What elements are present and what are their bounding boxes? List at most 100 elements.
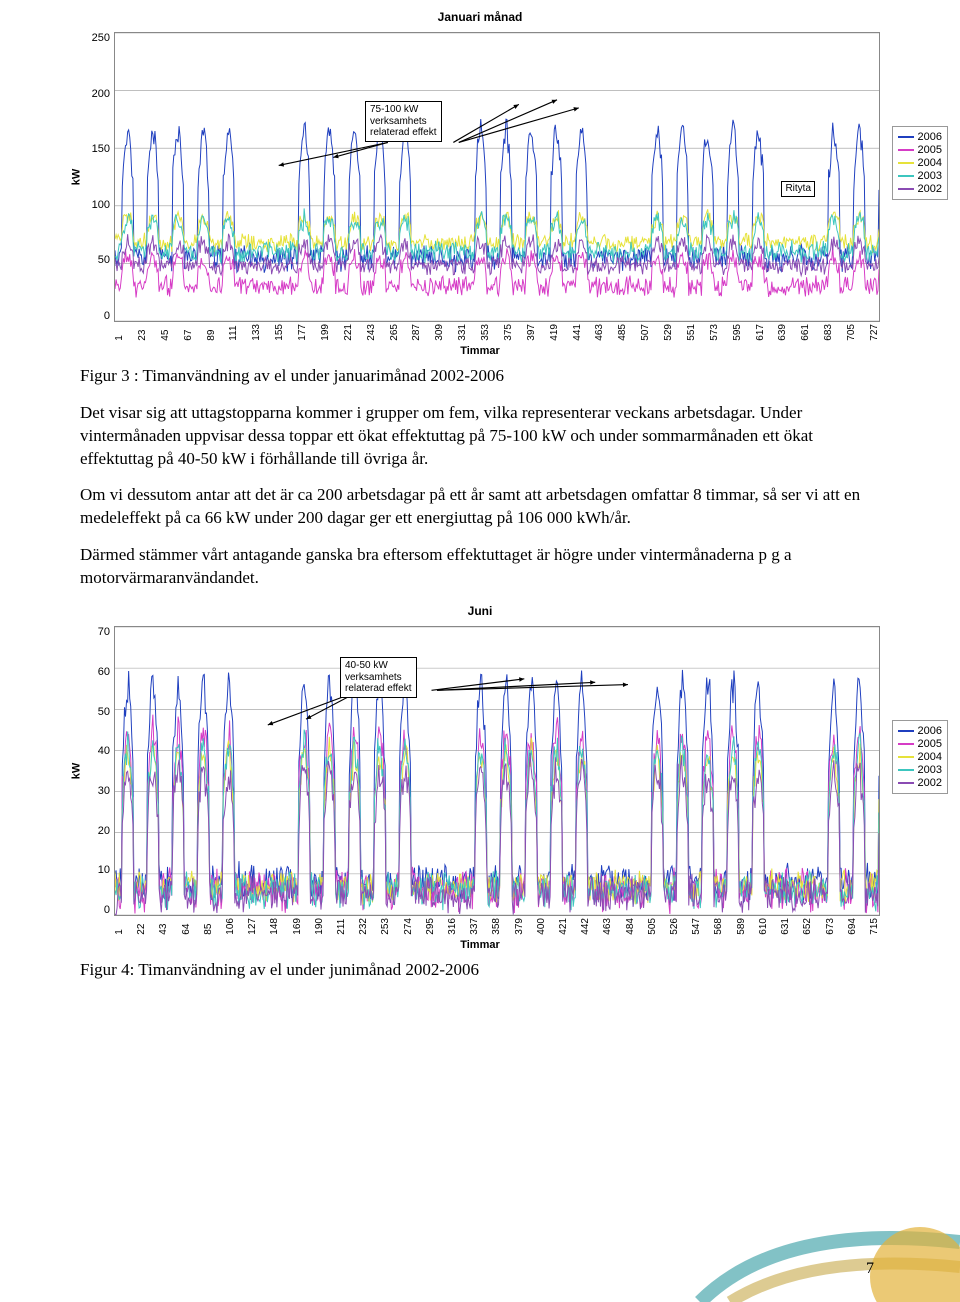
chart1-annotation-text: 75-100 kW verksamhets relaterad effekt xyxy=(370,104,437,138)
legend-swatch xyxy=(898,136,914,138)
x-tick: 199 xyxy=(320,324,331,341)
x-tick: 148 xyxy=(269,918,280,935)
x-tick: 529 xyxy=(663,324,674,341)
legend-swatch xyxy=(898,175,914,177)
legend-swatch xyxy=(898,149,914,151)
legend-label: 2005 xyxy=(918,144,942,156)
y-tick: 40 xyxy=(98,745,110,757)
chart1-rityta-box: Rityta xyxy=(781,181,815,197)
legend-label: 2003 xyxy=(918,170,942,182)
chart2-yaxis: 706050403020100 xyxy=(80,626,114,916)
x-tick: 309 xyxy=(434,324,445,341)
chart2-title: Juni xyxy=(80,604,880,618)
x-tick: 551 xyxy=(686,324,697,341)
x-tick: 85 xyxy=(203,918,214,935)
chart2-annotation-box: 40-50 kW verksamhets relaterad effekt xyxy=(340,657,417,698)
y-tick: 70 xyxy=(98,626,110,638)
y-tick: 50 xyxy=(98,706,110,718)
legend-row: 2006 xyxy=(898,131,942,143)
x-tick: 331 xyxy=(457,324,468,341)
x-tick: 631 xyxy=(780,918,791,935)
chart1-xaxis: 1234567891111331551771992212432652873093… xyxy=(80,322,880,341)
y-tick: 200 xyxy=(92,88,110,100)
x-tick: 64 xyxy=(181,918,192,935)
legend-swatch xyxy=(898,769,914,771)
x-tick: 375 xyxy=(503,324,514,341)
x-tick: 568 xyxy=(713,918,724,935)
x-tick: 421 xyxy=(558,918,569,935)
x-tick: 22 xyxy=(136,918,147,935)
x-tick: 190 xyxy=(314,918,325,935)
legend-swatch xyxy=(898,188,914,190)
legend-swatch xyxy=(898,756,914,758)
x-tick: 419 xyxy=(549,324,560,341)
chart1-xlabel: Timmar xyxy=(80,345,880,357)
x-tick: 211 xyxy=(336,918,347,935)
chart2-area: 706050403020100 40-50 kW verksamhets rel… xyxy=(80,626,880,916)
x-tick: 727 xyxy=(869,324,880,341)
x-tick: 243 xyxy=(366,324,377,341)
legend-label: 2004 xyxy=(918,157,942,169)
chart1-annotation-box: 75-100 kW verksamhets relaterad effekt xyxy=(365,101,442,142)
chart2-xaxis: 1224364851061271481691902112322532742953… xyxy=(80,916,880,935)
x-tick: 694 xyxy=(847,918,858,935)
chart1-rityta-text: Rityta xyxy=(785,183,811,194)
legend-row: 2003 xyxy=(898,170,942,182)
x-tick: 45 xyxy=(160,324,171,341)
chart2-annotation-text: 40-50 kW verksamhets relaterad effekt xyxy=(345,660,412,694)
y-tick: 0 xyxy=(104,904,110,916)
x-tick: 573 xyxy=(709,324,720,341)
legend-label: 2005 xyxy=(918,738,942,750)
x-tick: 111 xyxy=(228,324,239,341)
paragraph-2: Om vi dessutom antar att det är ca 200 a… xyxy=(80,484,880,530)
x-tick: 526 xyxy=(669,918,680,935)
legend-label: 2006 xyxy=(918,725,942,737)
chart1-plot: 75-100 kW verksamhets relaterad effekt R… xyxy=(114,32,880,322)
chart2-xlabel: Timmar xyxy=(80,939,880,951)
x-tick: 547 xyxy=(691,918,702,935)
x-tick: 595 xyxy=(732,324,743,341)
legend-swatch xyxy=(898,162,914,164)
x-tick: 155 xyxy=(274,324,285,341)
x-tick: 232 xyxy=(358,918,369,935)
x-tick: 67 xyxy=(183,324,194,341)
y-tick: 150 xyxy=(92,143,110,155)
chart2-legend: 20062005200420032002 xyxy=(892,720,948,794)
x-tick: 673 xyxy=(825,918,836,935)
x-tick: 661 xyxy=(800,324,811,341)
background-decoration xyxy=(660,1102,960,1302)
x-tick: 1 xyxy=(114,918,125,935)
x-tick: 127 xyxy=(247,918,258,935)
x-tick: 589 xyxy=(736,918,747,935)
legend-row: 2005 xyxy=(898,738,942,750)
x-tick: 353 xyxy=(480,324,491,341)
y-tick: 50 xyxy=(98,254,110,266)
x-tick: 1 xyxy=(114,324,125,341)
legend-row: 2003 xyxy=(898,764,942,776)
x-tick: 379 xyxy=(514,918,525,935)
x-tick: 463 xyxy=(602,918,613,935)
legend-swatch xyxy=(898,782,914,784)
x-tick: 639 xyxy=(777,324,788,341)
y-tick: 10 xyxy=(98,864,110,876)
chart1-area: 250200150100500 75-100 kW verksamhets re… xyxy=(80,32,880,322)
x-tick: 316 xyxy=(447,918,458,935)
legend-label: 2004 xyxy=(918,751,942,763)
x-tick: 253 xyxy=(380,918,391,935)
x-tick: 133 xyxy=(251,324,262,341)
legend-swatch xyxy=(898,743,914,745)
x-tick: 507 xyxy=(640,324,651,341)
chart1-yaxis: 250200150100500 xyxy=(80,32,114,322)
x-tick: 337 xyxy=(469,918,480,935)
x-tick: 652 xyxy=(802,918,813,935)
x-tick: 484 xyxy=(625,918,636,935)
legend-label: 2002 xyxy=(918,183,942,195)
paragraph-1: Det visar sig att uttagstopparna kommer … xyxy=(80,402,880,471)
x-tick: 441 xyxy=(572,324,583,341)
y-tick: 20 xyxy=(98,825,110,837)
x-tick: 463 xyxy=(594,324,605,341)
chart2-plot: 40-50 kW verksamhets relaterad effekt xyxy=(114,626,880,916)
x-tick: 397 xyxy=(526,324,537,341)
chart-january: Januari månad kW 250200150100500 75-100 … xyxy=(80,10,880,357)
x-tick: 505 xyxy=(647,918,658,935)
